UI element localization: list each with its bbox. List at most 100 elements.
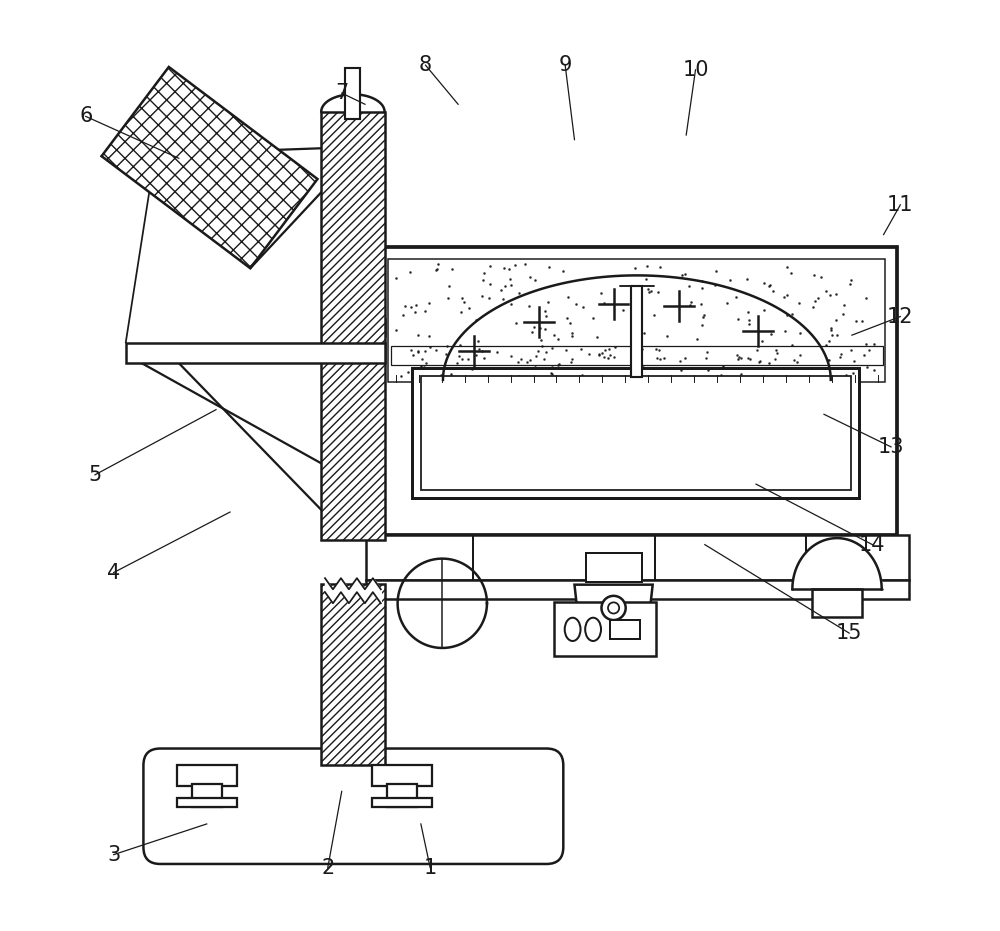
Point: [601, 342, 617, 357]
Point: [752, 354, 768, 369]
Point: [560, 290, 576, 304]
Bar: [177, 798, 237, 807]
Point: [700, 362, 716, 377]
Point: [698, 351, 714, 366]
Point: [763, 326, 779, 341]
Point: [594, 345, 610, 360]
Point: [626, 310, 642, 325]
Point: [792, 326, 808, 341]
Bar: [388, 259, 885, 382]
Point: [489, 344, 505, 359]
Point: [696, 308, 712, 323]
Point: [454, 352, 470, 367]
Point: [845, 365, 861, 380]
Point: [822, 288, 838, 303]
Point: [849, 361, 865, 376]
Point: [440, 290, 456, 305]
Point: [842, 277, 858, 291]
Point: [733, 351, 749, 366]
Point: [407, 304, 423, 319]
Point: [754, 333, 770, 348]
Ellipse shape: [585, 618, 601, 641]
Point: [742, 352, 758, 367]
Bar: [610, 620, 640, 639]
Point: [835, 306, 851, 321]
Point: [740, 351, 756, 366]
Point: [767, 351, 783, 366]
Point: [741, 317, 757, 331]
Text: 1: 1: [424, 857, 437, 878]
Point: [652, 352, 668, 367]
Point: [683, 294, 699, 309]
Bar: [321, 584, 385, 765]
Point: [536, 352, 552, 367]
Point: [731, 349, 747, 364]
Point: [482, 277, 498, 292]
Bar: [177, 765, 237, 786]
Point: [843, 272, 859, 287]
Bar: [366, 580, 909, 599]
Point: [558, 342, 574, 357]
Text: 13: 13: [878, 437, 904, 457]
Point: [433, 368, 449, 383]
Point: [846, 353, 862, 368]
Point: [511, 369, 527, 384]
Point: [649, 351, 665, 366]
Point: [388, 322, 404, 337]
Point: [503, 349, 519, 364]
Point: [810, 290, 826, 305]
Point: [648, 342, 664, 357]
Point: [673, 362, 689, 377]
Point: [792, 347, 808, 362]
Point: [537, 304, 553, 318]
Point: [482, 258, 498, 273]
Point: [421, 329, 437, 344]
Point: [568, 296, 584, 311]
Point: [530, 344, 546, 358]
Point: [820, 353, 836, 368]
Bar: [554, 602, 656, 656]
Point: [400, 365, 416, 380]
Point: [784, 306, 800, 321]
Point: [408, 298, 424, 313]
Point: [471, 342, 487, 357]
Point: [761, 356, 777, 371]
Point: [532, 320, 548, 335]
Point: [438, 360, 454, 375]
Point: [741, 313, 757, 328]
Point: [544, 359, 560, 374]
Point: [715, 359, 731, 374]
Point: [740, 304, 756, 319]
Point: [481, 290, 497, 305]
Circle shape: [608, 602, 619, 614]
Polygon shape: [574, 585, 653, 641]
Point: [818, 337, 834, 352]
Point: [538, 308, 554, 323]
Bar: [372, 765, 432, 786]
Text: 14: 14: [859, 534, 886, 555]
Point: [439, 338, 455, 353]
Point: [651, 343, 667, 358]
Point: [678, 370, 694, 385]
Bar: [391, 346, 883, 365]
Point: [719, 296, 735, 311]
FancyBboxPatch shape: [143, 749, 563, 864]
Point: [517, 256, 533, 271]
Point: [519, 354, 535, 369]
Point: [730, 312, 746, 327]
Bar: [377, 319, 385, 336]
Point: [633, 297, 649, 312]
Point: [848, 314, 864, 329]
Point: [695, 309, 711, 324]
Point: [824, 328, 840, 343]
Point: [805, 300, 821, 315]
Point: [550, 331, 566, 346]
Point: [615, 303, 631, 317]
Bar: [192, 784, 222, 807]
Point: [405, 348, 421, 363]
Point: [456, 294, 472, 309]
Point: [564, 328, 580, 343]
Point: [453, 305, 469, 320]
Point: [564, 352, 580, 367]
Bar: [372, 798, 432, 807]
